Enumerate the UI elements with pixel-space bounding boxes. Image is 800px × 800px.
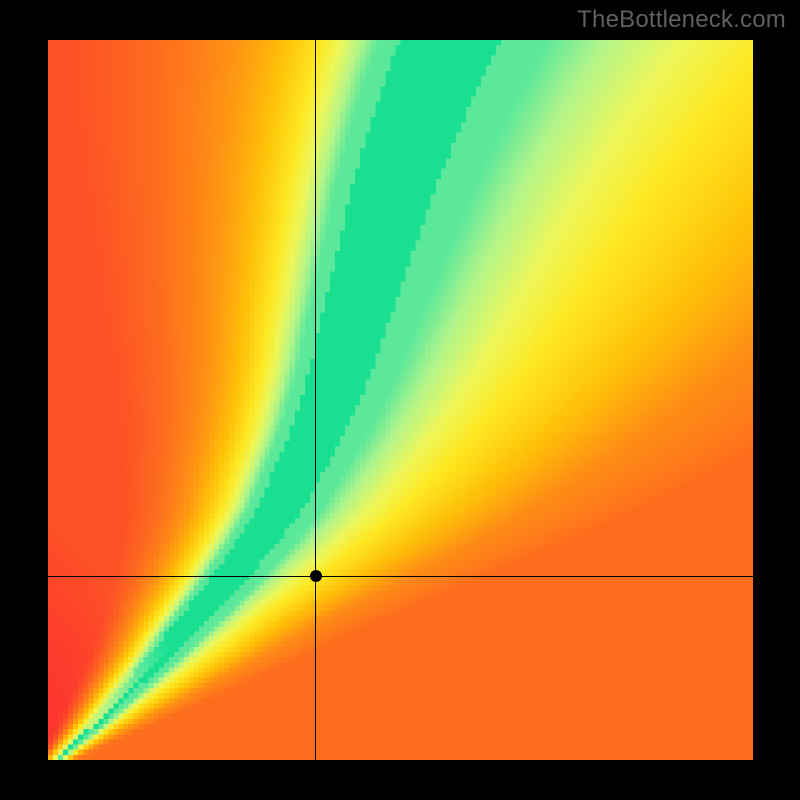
- bottleneck-heatmap: [48, 40, 753, 760]
- crosshair-vertical: [315, 40, 316, 760]
- crosshair-marker: [310, 570, 322, 582]
- watermark-label: TheBottleneck.com: [577, 6, 786, 34]
- crosshair-horizontal: [48, 576, 753, 577]
- chart-stage: TheBottleneck.com: [0, 0, 800, 800]
